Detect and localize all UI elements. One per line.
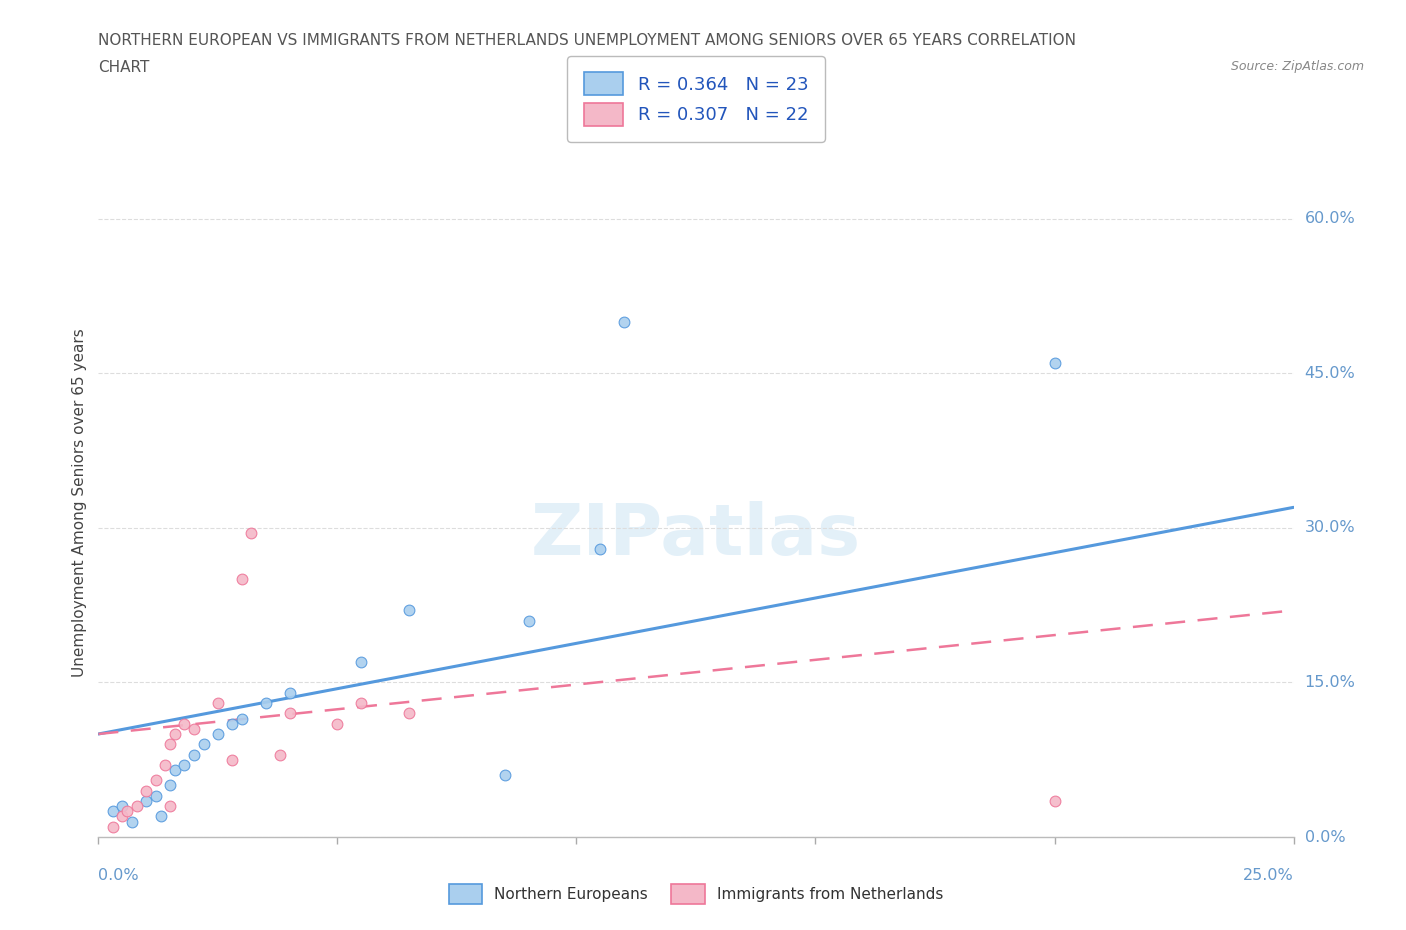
Point (326, 716, 349, 731)
Legend: Northern Europeans, Immigrants from Netherlands: Northern Europeans, Immigrants from Neth… (443, 878, 949, 910)
Point (121, 814, 143, 829)
Text: 45.0%: 45.0% (1305, 365, 1355, 381)
Text: 0.0%: 0.0% (1305, 830, 1346, 844)
Point (193, 737, 215, 751)
Point (183, 722, 205, 737)
Point (517, 613, 540, 628)
Y-axis label: Unemployment Among Seniors over 65 years: Unemployment Among Seniors over 65 years (72, 328, 87, 677)
Point (269, 747, 291, 762)
Point (350, 696, 373, 711)
Point (231, 572, 253, 587)
Point (350, 655, 373, 670)
Text: 60.0%: 60.0% (1305, 211, 1355, 226)
Point (159, 737, 181, 751)
Point (183, 747, 205, 762)
Point (155, 757, 177, 772)
Point (1043, 793, 1066, 808)
Point (221, 752, 243, 767)
Point (111, 809, 134, 824)
Point (398, 603, 420, 618)
Point (589, 541, 612, 556)
Point (173, 757, 195, 772)
Point (135, 793, 157, 808)
Point (149, 809, 172, 824)
Point (231, 711, 253, 726)
Point (494, 768, 516, 783)
Point (125, 799, 148, 814)
Text: NORTHERN EUROPEAN VS IMMIGRANTS FROM NETHERLANDS UNEMPLOYMENT AMONG SENIORS OVER: NORTHERN EUROPEAN VS IMMIGRANTS FROM NET… (98, 33, 1077, 47)
Text: CHART: CHART (98, 60, 150, 75)
Point (254, 696, 277, 711)
Text: 15.0%: 15.0% (1305, 675, 1355, 690)
Point (207, 696, 229, 711)
Text: 0.0%: 0.0% (98, 868, 139, 883)
Text: Source: ZipAtlas.com: Source: ZipAtlas.com (1230, 60, 1364, 73)
Point (613, 314, 636, 329)
Point (221, 716, 243, 731)
Point (115, 804, 138, 818)
Point (111, 799, 134, 814)
Point (240, 525, 263, 540)
Point (278, 706, 301, 721)
Text: ZIPatlas: ZIPatlas (531, 501, 860, 570)
Point (1043, 355, 1066, 370)
Point (101, 819, 124, 834)
Text: 30.0%: 30.0% (1305, 521, 1355, 536)
Point (135, 783, 157, 798)
Text: 25.0%: 25.0% (1243, 868, 1294, 883)
Point (101, 804, 124, 818)
Point (163, 763, 186, 777)
Point (398, 706, 420, 721)
Point (163, 726, 186, 741)
Point (159, 778, 181, 793)
Point (278, 685, 301, 700)
Point (159, 799, 181, 814)
Point (145, 789, 167, 804)
Point (207, 726, 229, 741)
Point (145, 773, 167, 788)
Point (173, 716, 195, 731)
